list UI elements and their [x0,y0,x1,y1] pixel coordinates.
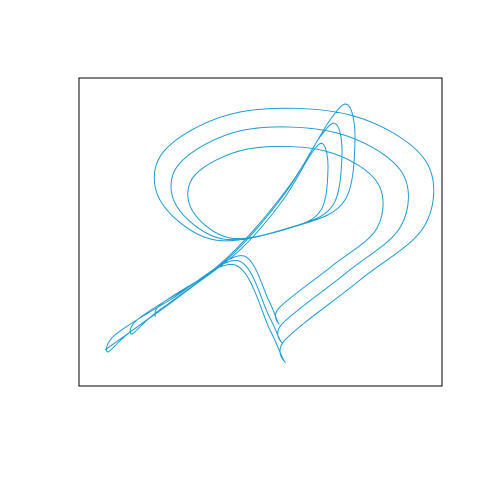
curve [104,103,435,363]
plot-frame [78,77,443,387]
